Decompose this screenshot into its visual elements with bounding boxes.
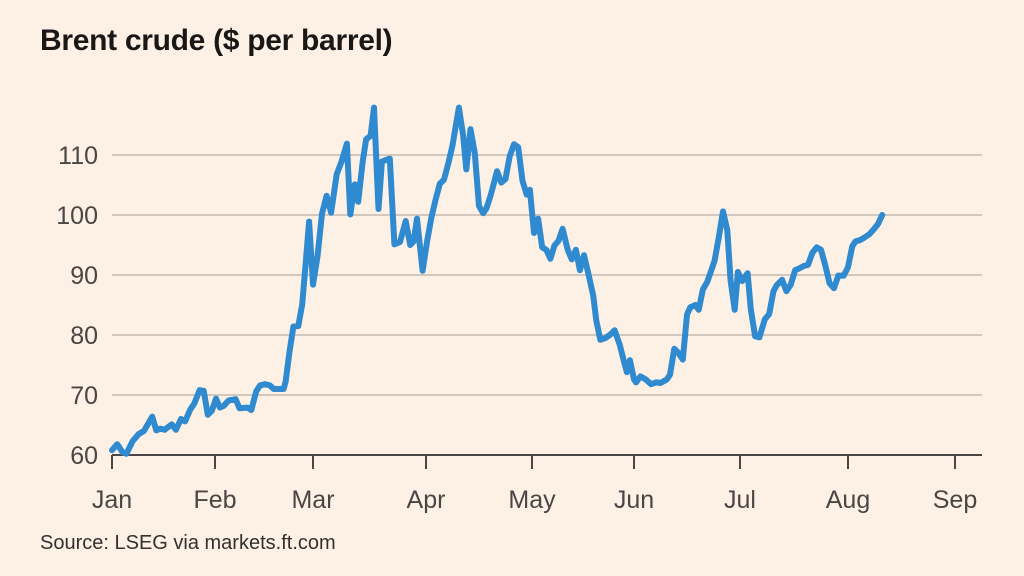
- x-tick-label: Jan: [92, 486, 132, 514]
- chart-title: Brent crude ($ per barrel): [40, 24, 393, 57]
- x-tick-label: Jul: [724, 486, 756, 514]
- x-tick-label: Mar: [291, 486, 334, 514]
- y-tick-label: 70: [70, 382, 98, 410]
- y-tick-label: 80: [70, 322, 98, 350]
- x-tick-label: Jun: [614, 486, 654, 514]
- x-tick-label: May: [508, 486, 556, 514]
- y-tick-label: 100: [56, 202, 98, 230]
- y-tick-label: 90: [70, 262, 98, 290]
- x-tick-label: Aug: [826, 486, 870, 514]
- x-tick-label: Apr: [407, 486, 446, 514]
- series-line-0: [109, 104, 886, 457]
- x-tick-label: Feb: [193, 486, 236, 514]
- y-tick-label: 110: [58, 142, 98, 170]
- source-note: Source: LSEG via markets.ft.com: [40, 532, 336, 554]
- x-tick-label: Sep: [933, 486, 977, 514]
- y-tick-label: 60: [70, 442, 98, 470]
